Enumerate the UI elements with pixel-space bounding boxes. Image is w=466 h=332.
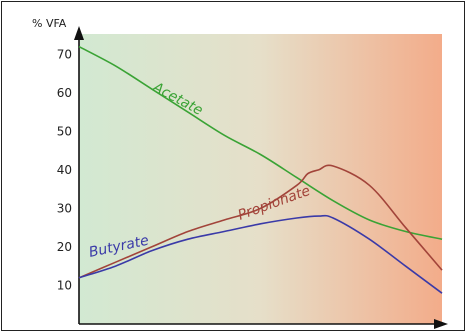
plot-background <box>79 34 442 324</box>
y-tick-label: 10 <box>57 278 72 292</box>
y-tick-label: 40 <box>57 163 72 177</box>
y-axis-arrow <box>74 26 84 40</box>
y-tick-label: 30 <box>57 201 72 215</box>
y-tick-label: 20 <box>57 240 72 254</box>
y-tick-labels: 10 20 30 40 50 60 70 <box>57 47 72 292</box>
series-line-acetate <box>78 45 443 240</box>
series-lines <box>78 45 443 294</box>
series-line-propionate <box>78 164 443 279</box>
y-tick-label: 60 <box>57 86 72 100</box>
x-axis-arrow <box>434 319 448 329</box>
y-axis-title: % VFA <box>32 17 67 30</box>
y-tick-label: 50 <box>57 124 72 138</box>
y-tick-label: 70 <box>57 47 72 61</box>
series-line-butyrate <box>78 214 443 294</box>
